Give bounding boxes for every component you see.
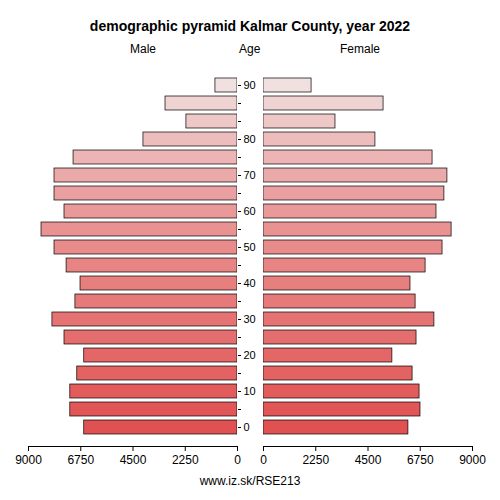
- html-text:www.iz.sk/RSE213: www.iz.sk/RSE213: [199, 474, 301, 488]
- svg-text:6750: 6750: [67, 453, 94, 467]
- svg-text:4500: 4500: [120, 453, 147, 467]
- svg-text:0: 0: [244, 421, 250, 433]
- svg-text:80: 80: [244, 133, 256, 145]
- svg-text:70: 70: [244, 169, 256, 181]
- svg-text:0: 0: [234, 453, 241, 467]
- svg-text:2250: 2250: [172, 453, 199, 467]
- svg-text:2250: 2250: [302, 453, 329, 467]
- svg-text:60: 60: [244, 205, 256, 217]
- svg-text:10: 10: [244, 385, 256, 397]
- svg-text:4500: 4500: [355, 453, 382, 467]
- html-text:Male: Male: [130, 42, 156, 56]
- svg-text:0: 0: [260, 453, 267, 467]
- svg-text:90: 90: [244, 79, 256, 91]
- svg-text:9000: 9000: [15, 453, 42, 467]
- svg-text:50: 50: [244, 241, 256, 253]
- html-text:Female: Female: [340, 42, 380, 56]
- html-text:demographic pyramid Kalmar Cou: demographic pyramid Kalmar County, year …: [89, 18, 411, 34]
- svg-text:30: 30: [244, 313, 256, 325]
- svg-text:9000: 9000: [459, 453, 486, 467]
- html-text:Age: Age: [239, 42, 261, 56]
- svg-text:40: 40: [244, 277, 256, 289]
- svg-text:6750: 6750: [407, 453, 434, 467]
- svg-text:20: 20: [244, 349, 256, 361]
